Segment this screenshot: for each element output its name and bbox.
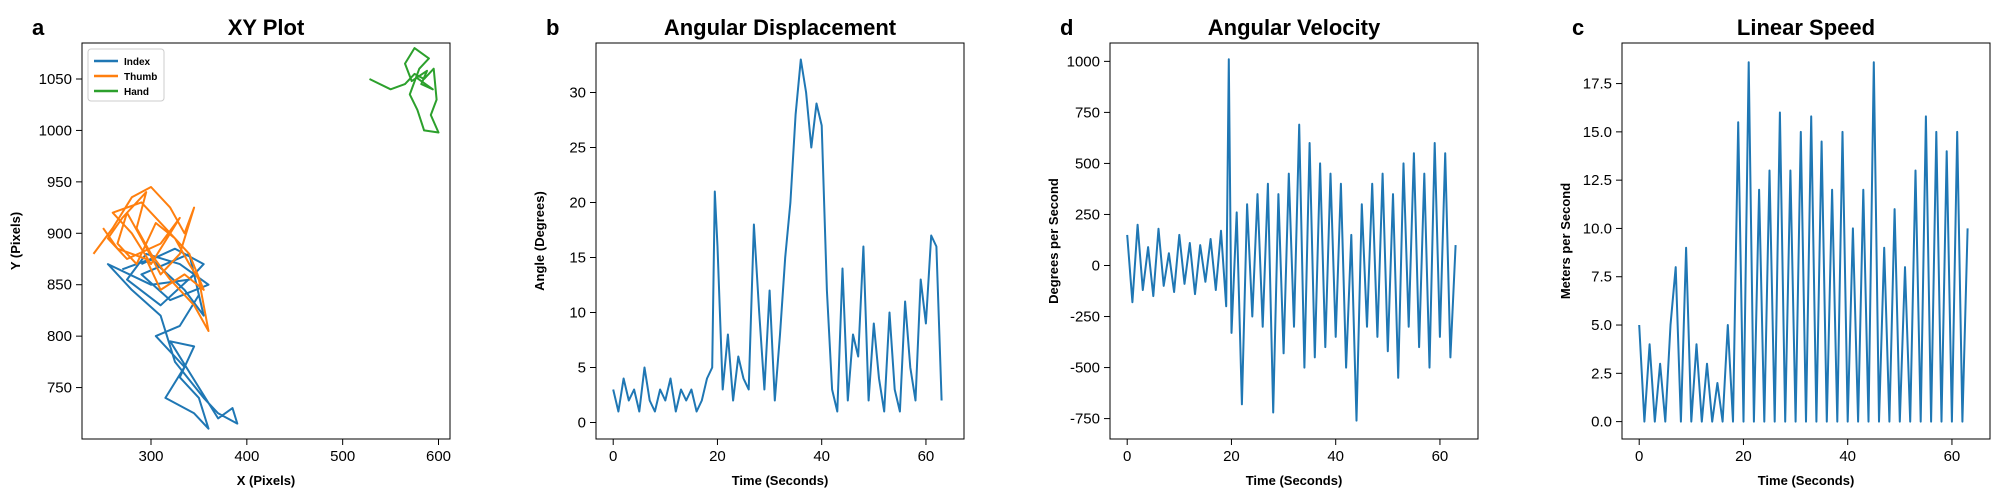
- y-tick-label: 950: [47, 174, 72, 191]
- y-tick-label: 10.0: [1583, 220, 1612, 237]
- y-tick-label: 750: [1075, 104, 1100, 121]
- plot-frame: [595, 42, 965, 440]
- y-tick-label: 20: [569, 195, 586, 212]
- x-tick-label: 60: [918, 448, 935, 465]
- y-tick-label: 800: [47, 328, 72, 345]
- series-line-0: [1638, 61, 1969, 423]
- x-tick-label: 60: [1432, 448, 1449, 465]
- x-tick-label: 40: [813, 448, 830, 465]
- chart-panel-a: XY Plot a 300 400 500 600 750 800 850 900 950 1000 1…: [8, 15, 451, 488]
- y-tick-label: 250: [1075, 206, 1100, 223]
- series-line-0: [612, 58, 943, 413]
- y-tick-label: 25: [569, 140, 586, 157]
- x-axis-label: Time (Seconds): [1758, 473, 1855, 488]
- x-axis-label: X (Pixels): [237, 473, 296, 488]
- chart-panel-c: Linear Speed c 0 20 40 60 0.0 2.5 5.0 7.5 10.0 12.5…: [1558, 15, 1991, 488]
- panel-letter: b: [546, 15, 559, 40]
- series-line-index: [106, 247, 239, 430]
- y-tick-label: 900: [47, 225, 72, 242]
- y-tick-label: 15: [569, 250, 586, 267]
- y-tick-label: 0.0: [1591, 414, 1612, 431]
- series-line-thumb: [92, 186, 210, 332]
- x-tick-label: 40: [1839, 448, 1856, 465]
- x-tick-label: 60: [1944, 448, 1961, 465]
- panel-letter: d: [1060, 15, 1073, 40]
- y-tick-label: 500: [1075, 155, 1100, 172]
- series-line-hand: [369, 47, 440, 134]
- legend-label-index: Index: [124, 57, 151, 68]
- x-tick-label: 0: [1635, 448, 1643, 465]
- y-tick-label: -500: [1070, 360, 1100, 377]
- x-axis-label: Time (Seconds): [1246, 473, 1343, 488]
- y-tick-label: 1000: [39, 122, 72, 139]
- legend-label-hand: Hand: [124, 87, 149, 98]
- y-tick-label: 17.5: [1583, 76, 1612, 93]
- x-tick-label: 400: [234, 448, 259, 465]
- x-tick-label: 600: [426, 448, 451, 465]
- y-tick-label: 750: [47, 380, 72, 397]
- x-tick-label: 0: [1123, 448, 1131, 465]
- y-tick-label: 12.5: [1583, 172, 1612, 189]
- chart-title: XY Plot: [228, 15, 305, 40]
- y-tick-label: 2.5: [1591, 365, 1612, 382]
- chart-panel-b: Angular Displacement b 0 20 40 60 0 5 10 15 20 25 30…: [532, 15, 965, 488]
- y-tick-label: 15.0: [1583, 124, 1612, 141]
- chart-title: Angular Displacement: [664, 15, 897, 40]
- x-tick-label: 20: [709, 448, 726, 465]
- x-tick-label: 20: [1223, 448, 1240, 465]
- x-tick-label: 0: [609, 448, 617, 465]
- y-tick-label: 5: [578, 360, 586, 377]
- chart-title: Linear Speed: [1737, 15, 1875, 40]
- x-tick-label: 300: [138, 448, 163, 465]
- y-tick-label: 1050: [39, 71, 72, 88]
- x-tick-label: 20: [1735, 448, 1752, 465]
- panel-letter: a: [32, 15, 45, 40]
- x-tick-label: 500: [330, 448, 355, 465]
- y-tick-label: -250: [1070, 309, 1100, 326]
- y-tick-label: 850: [47, 277, 72, 294]
- plot-frame: [81, 42, 451, 440]
- series-line-0: [1126, 58, 1457, 422]
- x-tick-label: 40: [1327, 448, 1344, 465]
- chart-title: Angular Velocity: [1208, 15, 1381, 40]
- plot-frame: [1109, 42, 1479, 440]
- legend-label-thumb: Thumb: [124, 72, 157, 83]
- y-tick-label: 5.0: [1591, 317, 1612, 334]
- y-axis-label: Meters per Second: [1558, 183, 1573, 299]
- y-tick-label: 30: [569, 85, 586, 102]
- y-axis-label: Angle (Degrees): [532, 191, 547, 291]
- y-axis-label: Y (Pixels): [8, 212, 23, 270]
- y-tick-label: 0: [578, 415, 586, 432]
- y-tick-label: 1000: [1067, 53, 1100, 70]
- plot-frame: [1621, 42, 1991, 440]
- panel-letter: c: [1572, 15, 1584, 40]
- chart-panel-d: Angular Velocity d 0 20 40 60 -750 -500 -250 0 250…: [1046, 15, 1479, 488]
- y-tick-label: 10: [569, 305, 586, 322]
- y-tick-label: 0: [1092, 257, 1100, 274]
- y-tick-label: -750: [1070, 411, 1100, 428]
- x-axis-label: Time (Seconds): [732, 473, 829, 488]
- y-axis-label: Degrees per Second: [1046, 178, 1061, 304]
- y-tick-label: 7.5: [1591, 269, 1612, 286]
- chart-legend: Index Thumb Hand: [87, 48, 165, 102]
